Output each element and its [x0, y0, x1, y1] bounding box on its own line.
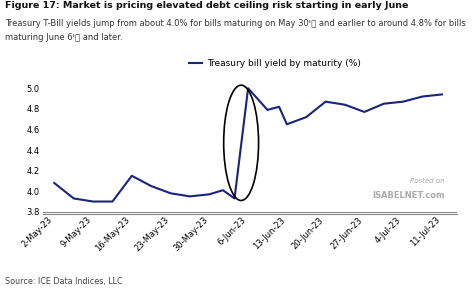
Text: Treasury T-Bill yields jump from about 4.0% for bills maturing on May 30ᵗ˰ and e: Treasury T-Bill yields jump from about 4…: [5, 19, 465, 28]
Text: Figure 17: Market is pricing elevated debt ceiling risk starting in early June: Figure 17: Market is pricing elevated de…: [5, 1, 408, 10]
Legend: Treasury bill yield by maturity (%): Treasury bill yield by maturity (%): [185, 55, 365, 71]
Text: maturing June 6ᵗ˰ and later.: maturing June 6ᵗ˰ and later.: [5, 33, 122, 42]
Text: ISABELNET.com: ISABELNET.com: [373, 191, 445, 200]
Text: Source: ICE Data Indices, LLC: Source: ICE Data Indices, LLC: [5, 277, 122, 286]
Text: Posted on: Posted on: [410, 178, 445, 184]
